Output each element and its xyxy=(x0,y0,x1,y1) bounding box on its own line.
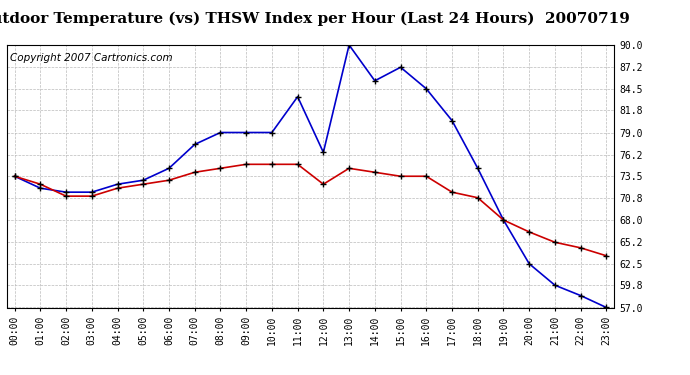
Text: Outdoor Temperature (vs) THSW Index per Hour (Last 24 Hours)  20070719: Outdoor Temperature (vs) THSW Index per … xyxy=(0,11,629,26)
Text: Copyright 2007 Cartronics.com: Copyright 2007 Cartronics.com xyxy=(10,53,172,63)
